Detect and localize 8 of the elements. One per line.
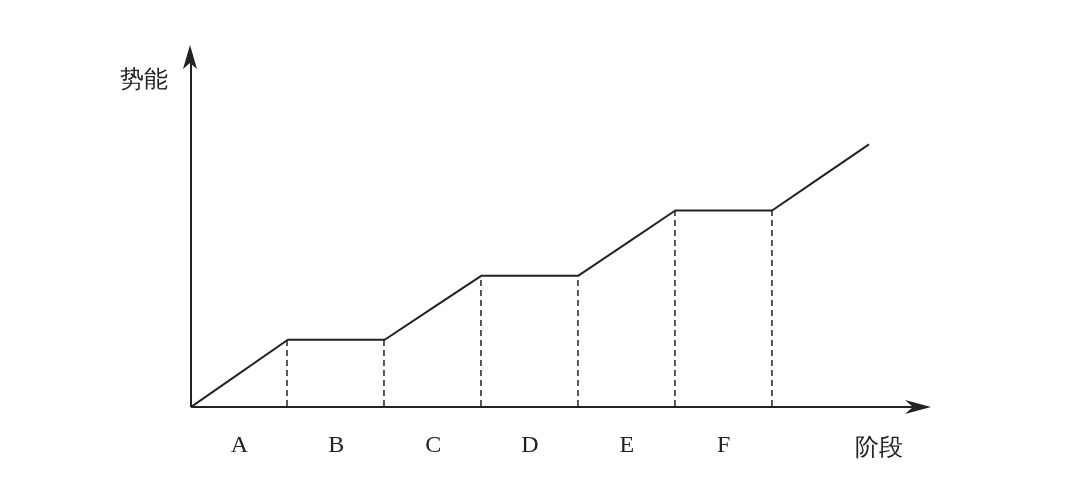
x-axis-title: 阶段 (855, 434, 903, 460)
y-axis-title: 势能 (120, 66, 168, 92)
x-tick-label: F (717, 431, 731, 458)
x-tick-label: C (425, 431, 442, 458)
x-tick-label: B (328, 431, 345, 458)
x-tick-label: D (521, 431, 539, 458)
x-tick-label: E (619, 431, 635, 458)
x-tick-label: A (230, 431, 249, 458)
